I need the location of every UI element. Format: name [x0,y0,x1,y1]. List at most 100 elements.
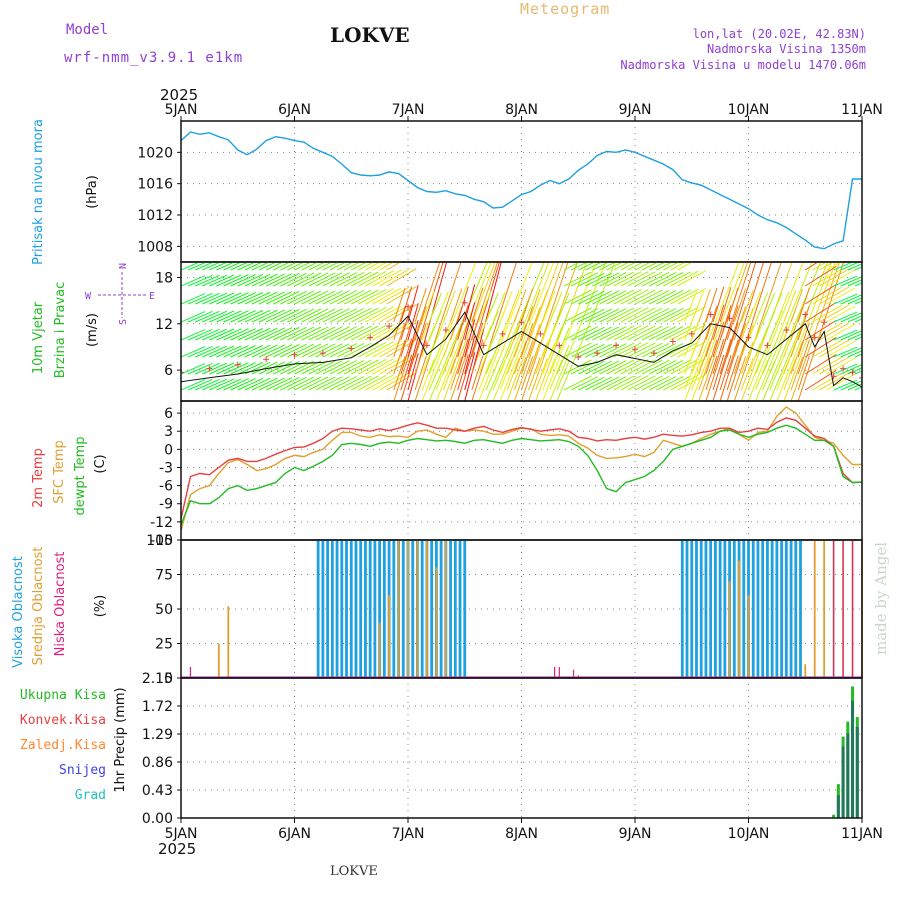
wind-barb [358,374,387,391]
wind-barb [634,307,663,323]
wind-barb [599,376,627,391]
wind-barb [840,276,862,287]
model-altitude-label: Nadmorska Visina u modelu 1470.06m [620,58,866,72]
wind-barb [237,262,257,271]
x-tick-label-top: 6JAN [278,102,311,118]
y-tick-label: 1.29 [142,727,173,743]
wind-barb [570,326,599,341]
wind-barb [556,310,570,341]
wind-barb [273,327,300,341]
wind-barb [677,341,707,358]
wind-barb [641,375,670,391]
wind-barb [322,290,350,305]
wind-barb [492,291,506,323]
mid-cloud-bar [738,560,740,678]
wind-barb [478,342,492,375]
wind-barb [563,262,581,271]
wind-barb [280,326,307,341]
wind-barb [223,345,249,358]
wind-barb [620,289,649,305]
wind-barb [428,292,442,323]
panel-frame [180,120,863,263]
wind-barb [854,370,862,375]
wind-barb [343,289,372,305]
y-tick-label: 0.43 [142,783,173,799]
high-cloud-bar [709,540,713,678]
wind-barb [606,325,635,341]
wind-barb [585,262,603,271]
wind-barb [329,272,358,287]
compass-s: S [118,319,129,325]
wind-barb [294,343,322,358]
wind-barb [833,262,854,271]
wind-barb [606,271,635,287]
high-cloud-bar [789,540,793,678]
wind-barb [194,310,220,323]
mid-cloud-bar [813,540,816,678]
wind-barb [251,344,278,358]
wind-barb [443,262,496,401]
wind-barb [251,273,278,287]
wind-barb [861,285,862,286]
wind-barb [223,292,249,305]
wind-barb [393,340,406,375]
wind-barb [400,338,413,375]
gust-marker [849,369,856,376]
high-cloud-bar [453,540,457,678]
wind-barb [194,292,220,305]
wind-barb [585,343,612,358]
wind-barb [535,358,548,391]
high-cloud-bar [439,540,443,678]
gust-marker [726,315,733,322]
high-cloud-bar [680,540,684,678]
wind-barb [783,325,797,358]
high-cloud-bar [364,540,367,678]
wind-barb [599,308,627,323]
wind-barb [209,345,235,358]
wind-barb [308,262,327,271]
high-cloud-bar [340,540,344,678]
wind-barb [265,291,293,305]
wind-barb [819,262,835,271]
x-tick-label-bottom: 8JAN [505,826,538,842]
wind-barb [386,339,417,358]
wind-barb [712,354,725,391]
wind-barb [578,308,605,323]
wind-barb [705,322,718,358]
gust-marker [688,330,695,337]
gust-marker [386,323,393,330]
wind-barb [656,272,684,287]
wind-barb [407,353,419,391]
wind-barb [372,340,402,358]
wind-barb [677,288,707,305]
wind-barb [365,374,394,391]
wind-barb [209,274,235,287]
y-tick-label: -3 [159,460,173,476]
legend-convective: Konvek.Kisa [20,713,106,728]
wind-barb [209,378,235,391]
wind-barb [840,380,862,391]
wind-barb [202,378,228,391]
gust-marker [811,334,818,341]
wind-barb [478,358,492,391]
wind-barb [506,342,520,375]
y-tick-label: -15 [150,533,173,549]
wind-barb [804,301,837,323]
wind-barb [663,375,692,391]
wind-barb [513,289,527,323]
wind-barb [670,324,699,341]
wind-barb [861,303,862,304]
wind-barb [343,271,372,287]
wind-barb [656,376,684,391]
wind-barb [187,362,213,375]
high-cloud-bar [732,540,736,678]
page-title: LOKVE [330,23,410,47]
wind-barb [833,293,858,305]
high-cloud-bar [368,540,372,678]
wind-barb [627,307,656,323]
gust-marker [707,311,714,318]
pressure-unit: (hPa) [85,175,100,209]
wind-barb [521,340,534,375]
panel-frame [180,400,863,541]
